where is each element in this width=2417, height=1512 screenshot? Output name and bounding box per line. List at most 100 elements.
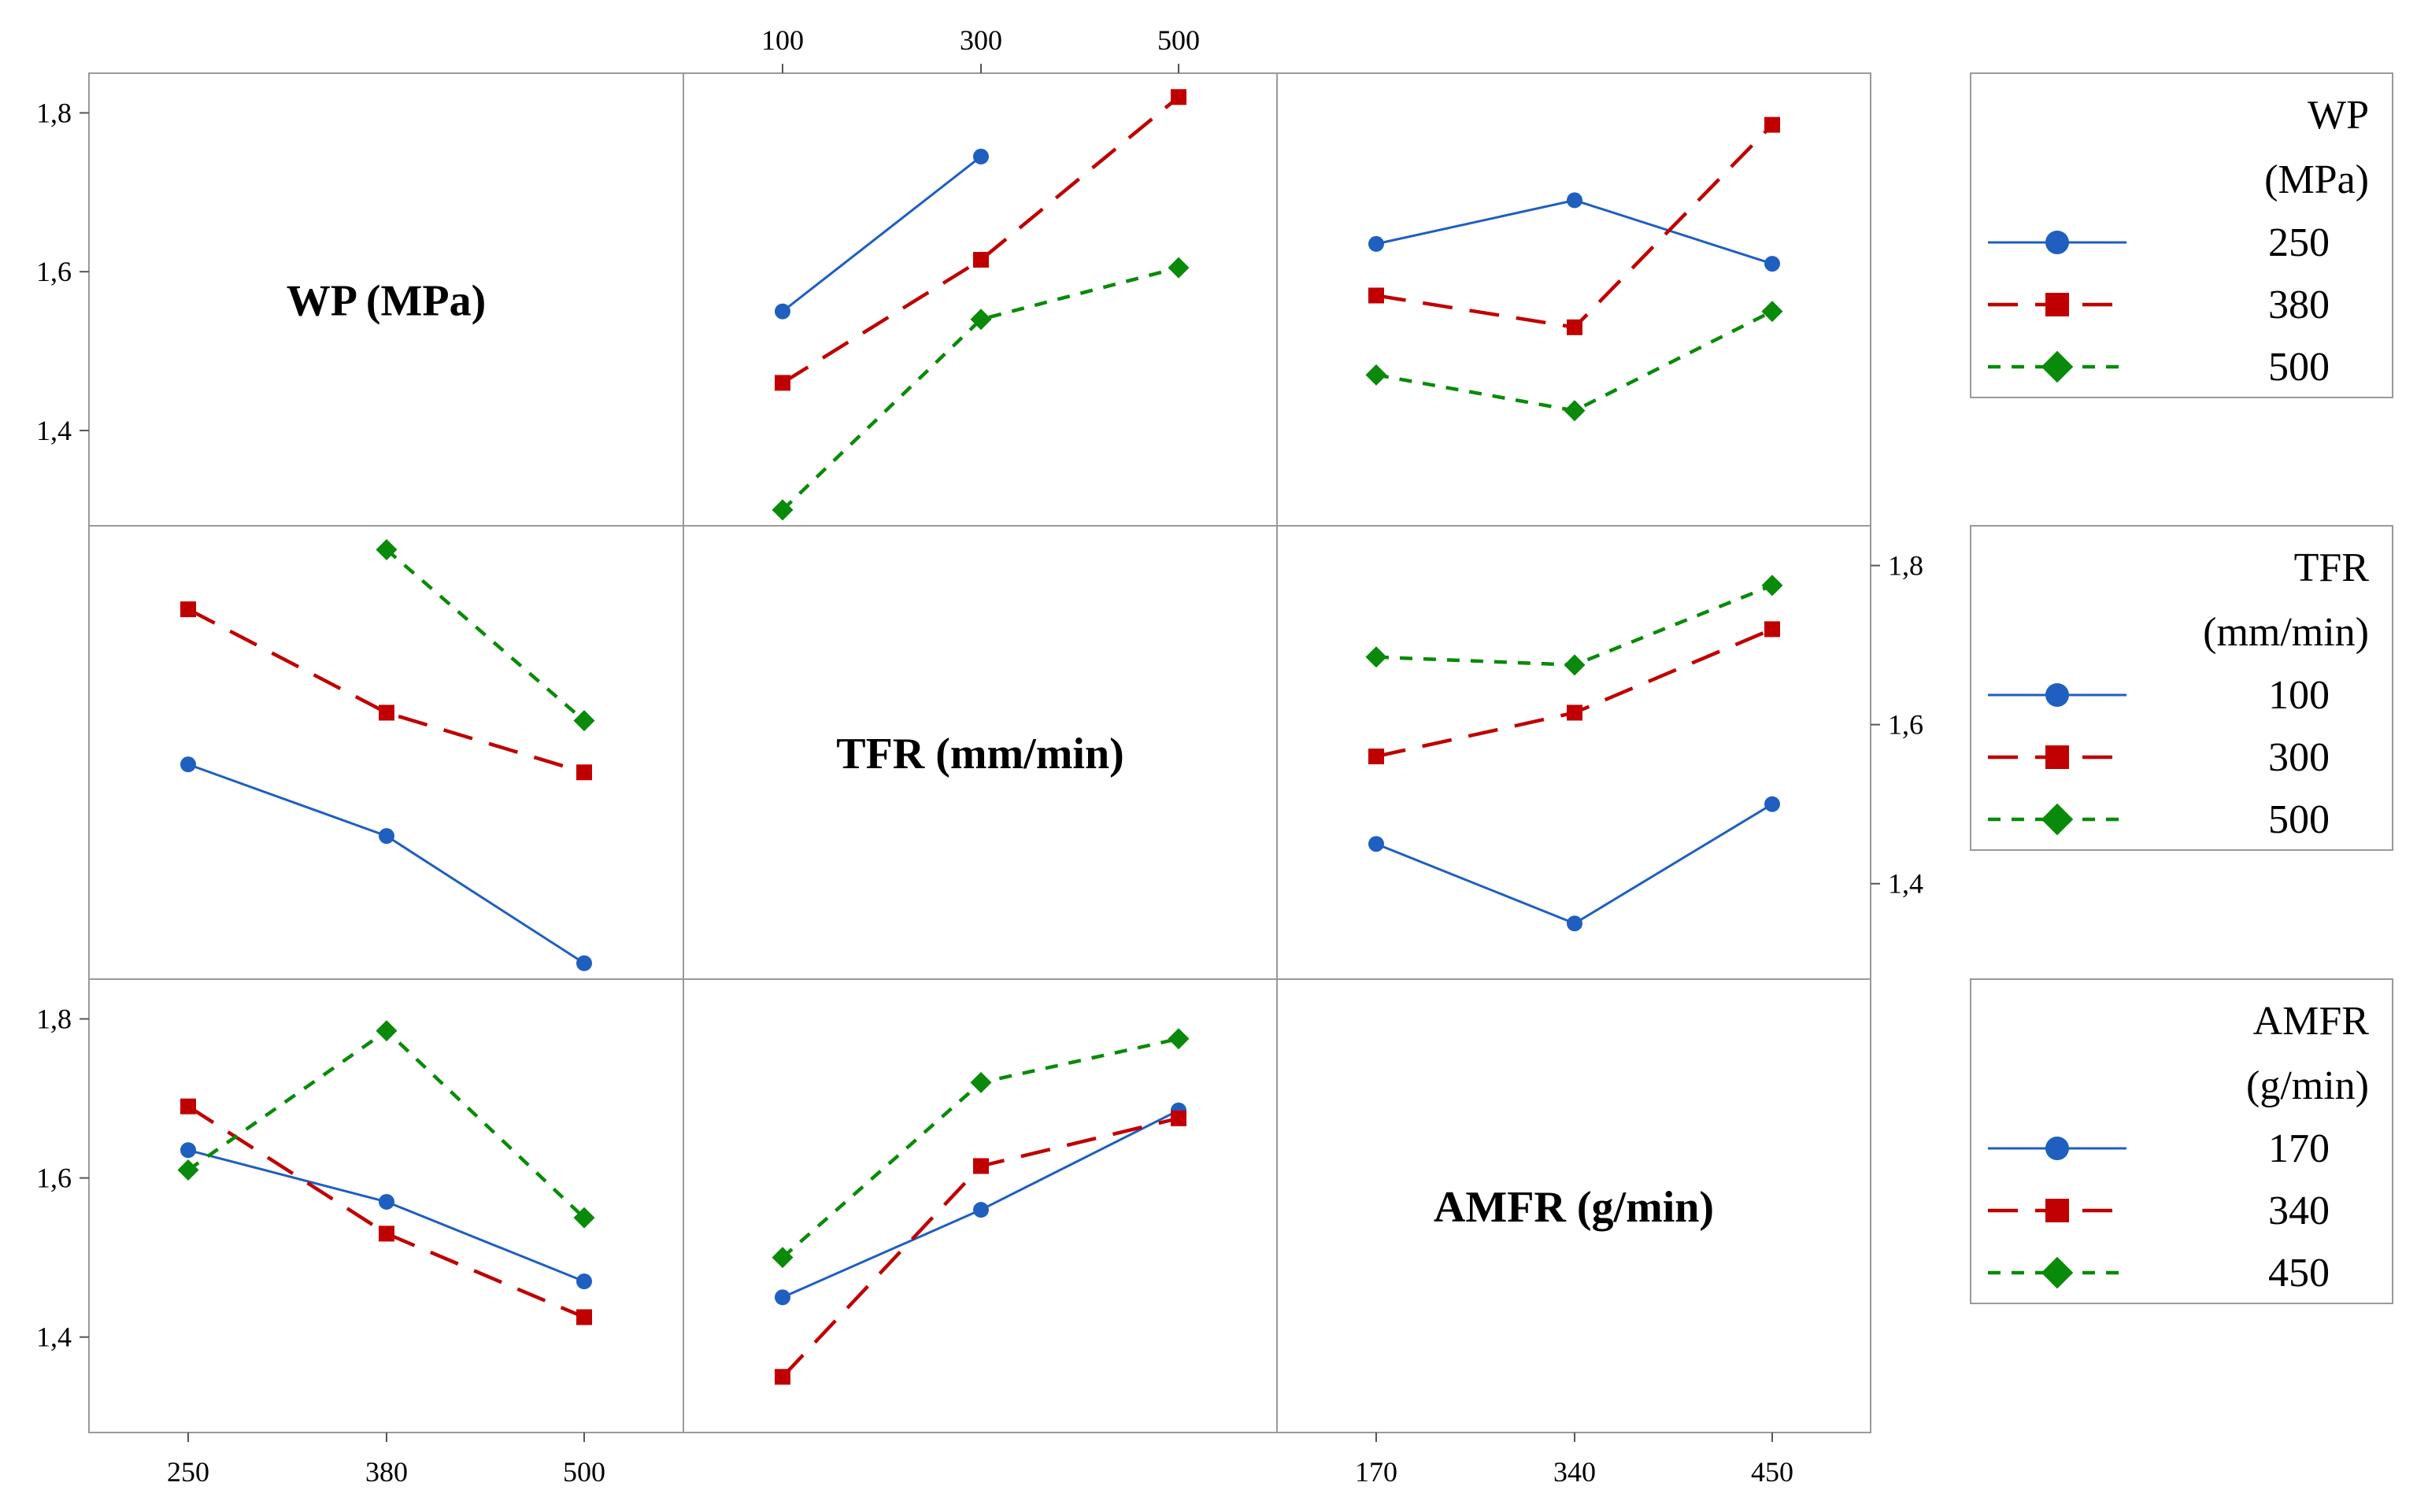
- legend-box: [1970, 525, 2393, 851]
- panel-plot-wp-by-amfr: [177, 1020, 595, 1325]
- x-tick-label-wp: 500: [563, 1456, 605, 1488]
- panel-r0-c0: [88, 72, 684, 527]
- panel-plot-tfr-by-wp: [772, 89, 1190, 521]
- data-point-500: [970, 309, 992, 331]
- legend-label-500: 500: [2268, 345, 2330, 390]
- data-point-170: [576, 1274, 592, 1289]
- panel-r1-c1: [683, 525, 1278, 980]
- legend-label-170: 170: [2268, 1126, 2330, 1171]
- legend-amfr: AMFR (g/min) 170 340 450: [1970, 978, 2393, 1304]
- data-point-250: [973, 148, 989, 165]
- legend-title: AMFR: [2253, 999, 2370, 1044]
- legend-label-500: 500: [2268, 797, 2330, 842]
- data-point-100: [180, 756, 196, 773]
- series-line-250: [782, 155, 982, 312]
- diagonal-label-amfr: AMFR (g/min): [1434, 1183, 1714, 1232]
- data-point-450: [772, 1247, 794, 1269]
- y-tick-label: 1,8: [1888, 550, 1923, 582]
- legend-marker-500: [2041, 350, 2074, 383]
- data-point-500: [1761, 575, 1783, 597]
- data-point-450: [970, 1071, 992, 1093]
- data-point-170: [180, 1142, 196, 1159]
- data-point-100: [1567, 915, 1582, 932]
- data-point-100: [1368, 836, 1384, 852]
- data-point-340: [576, 1309, 592, 1325]
- panel-plot-amfr-by-wp: [1365, 116, 1783, 422]
- data-point-300: [1567, 704, 1582, 721]
- panel-plot-tfr-by-amfr: [772, 1028, 1190, 1385]
- panel-r2-c2: [1276, 978, 1871, 1433]
- x-tick-label-amfr: 170: [1355, 1456, 1397, 1488]
- x-tick-label-tfr: 100: [761, 24, 804, 56]
- data-point-380: [973, 252, 989, 268]
- legend-marker-170: [2045, 1137, 2069, 1160]
- data-point-250: [1764, 256, 1780, 272]
- data-point-500: [376, 538, 398, 560]
- panel-r1-c2: [1276, 525, 1871, 980]
- data-point-500: [1564, 400, 1586, 422]
- data-point-250: [1368, 235, 1384, 252]
- legend-label-100: 100: [2268, 673, 2330, 718]
- data-point-500: [1365, 364, 1387, 386]
- data-point-380: [1764, 116, 1780, 133]
- legend-marker-450: [2041, 1256, 2074, 1289]
- data-point-100: [1764, 796, 1780, 812]
- legend-marker-340: [2045, 1199, 2069, 1222]
- y-tick-label: 1,4: [1888, 868, 1923, 900]
- legend-label-340: 340: [2268, 1189, 2330, 1233]
- data-point-500: [1365, 646, 1387, 668]
- diagonal-label-wp: WP (MPa): [287, 277, 486, 326]
- panel-r0-c1: [683, 72, 1278, 527]
- legend-title: WP: [2308, 93, 2369, 138]
- data-point-500: [1564, 654, 1586, 676]
- legend-tfr: TFR (mm/min) 100 300 500: [1970, 525, 2393, 851]
- data-point-170: [775, 1289, 790, 1306]
- panel-plot-amfr-by-tfr: [1365, 575, 1783, 932]
- x-tick-label-tfr: 300: [960, 24, 1002, 56]
- data-point-340: [180, 1098, 196, 1115]
- y-tick-label: 1,4: [36, 415, 72, 446]
- data-point-380: [1368, 287, 1384, 304]
- legend-title: (MPa): [2264, 157, 2369, 202]
- data-point-300: [379, 704, 394, 721]
- x-tick-label-amfr: 340: [1553, 1456, 1596, 1488]
- legend-marker-100: [2045, 683, 2069, 707]
- data-point-300: [576, 764, 592, 781]
- data-point-340: [379, 1225, 394, 1242]
- data-point-500: [573, 710, 595, 732]
- data-point-170: [973, 1202, 989, 1218]
- data-point-170: [379, 1193, 394, 1210]
- legend-title: TFR: [2294, 545, 2370, 590]
- data-point-500: [772, 499, 794, 521]
- legend-label-250: 250: [2268, 220, 2330, 265]
- data-point-340: [1171, 1110, 1186, 1126]
- data-point-300: [180, 601, 196, 618]
- x-tick-label-tfr: 500: [1157, 24, 1200, 56]
- y-tick-label: 1,8: [36, 1004, 72, 1035]
- y-tick-label: 1,6: [1888, 709, 1923, 741]
- panel-plot-wp-by-tfr: [180, 538, 595, 971]
- data-point-300: [1764, 621, 1780, 638]
- data-point-500: [1168, 257, 1190, 279]
- data-point-380: [1171, 89, 1186, 105]
- data-point-250: [1567, 192, 1582, 209]
- data-point-450: [1168, 1028, 1190, 1050]
- y-tick-label: 1,4: [36, 1322, 72, 1353]
- series-line-300: [187, 608, 585, 774]
- data-point-500: [1761, 301, 1783, 323]
- panel-r0-c2: [1276, 72, 1871, 527]
- legend-label-380: 380: [2268, 283, 2330, 327]
- legend-marker-250: [2045, 231, 2069, 254]
- data-point-100: [576, 955, 592, 971]
- panel-r1-c0: [88, 525, 684, 980]
- legend-label-300: 300: [2268, 735, 2330, 780]
- y-tick-label: 1,6: [36, 256, 72, 287]
- y-tick-label: 1,8: [36, 97, 72, 128]
- data-point-340: [973, 1158, 989, 1174]
- x-tick-label-amfr: 450: [1751, 1456, 1793, 1488]
- legend-marker-380: [2045, 293, 2069, 316]
- x-tick-label-wp: 250: [167, 1456, 209, 1488]
- data-point-250: [775, 303, 790, 320]
- data-point-100: [379, 828, 394, 845]
